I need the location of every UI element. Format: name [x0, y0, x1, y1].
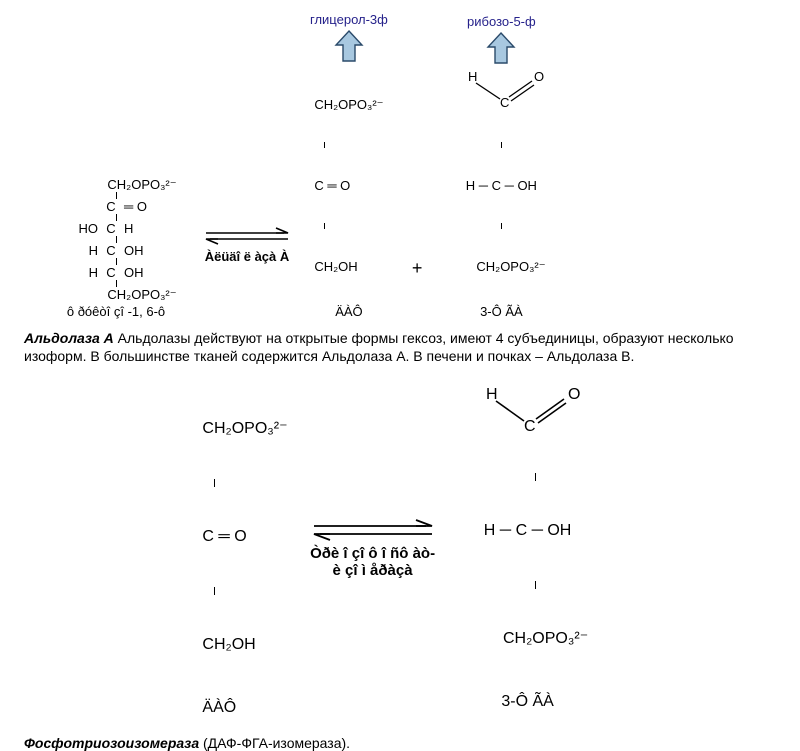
bottom-right-caption: 3-Ô ÃÀ — [501, 693, 553, 711]
equilibrium-arrow-bottom: Òðè î çî ô î ñô àò- è çî ì åðàçà — [308, 517, 438, 579]
footer-rest: (ДАФ-ФГА-изомераза). — [199, 735, 350, 751]
svg-text:C: C — [500, 95, 509, 110]
bottom-reaction: CH₂OPO₃²⁻ C ═ O CH₂OH ÄÀÔ Òðè î çî ô î ñ… — [18, 379, 782, 717]
dhap-structure: CH₂OPO₃²⁻ C ═ O CH₂OH — [314, 67, 383, 304]
atom-line: CH₂OPO₃²⁻ — [107, 177, 176, 192]
reactant-fructose16bp: CH₂OPO₃²⁻ C═ O HOCH HCOH HCOH CH₂OPO₃²⁻ … — [48, 177, 184, 319]
bottom-right-g3p: H O C H ─ C ─ OH CH₂OPO₃²⁻ 3-Ô ÃÀ — [458, 385, 598, 711]
g3p-caption: 3-Ô ÃÀ — [480, 304, 523, 319]
svg-text:O: O — [568, 386, 580, 403]
product-g3p: рибозо-5-ф H O C H ─ C ─ OH CH₂OPO₃²⁻ 3-… — [446, 14, 556, 319]
product1-heading: глицерол-3ф — [310, 12, 388, 27]
footer-lead: Фосфотриозоизомераза — [24, 735, 199, 751]
plus-sign: + — [406, 258, 429, 279]
eq-arrows-icon — [202, 225, 292, 247]
bottom-left-dhap: CH₂OPO₃²⁻ C ═ O CH₂OH ÄÀÔ — [202, 379, 287, 717]
reactant-structure: CH₂OPO₃²⁻ C═ O HOCH HCOH HCOH CH₂OPO₃²⁻ — [48, 177, 184, 302]
up-arrow-icon — [486, 31, 516, 65]
para-lead: Альдолаза А — [24, 330, 114, 346]
aldehyde-bonds-icon: H O C — [458, 385, 598, 435]
aldolase-paragraph: Альдолаза А Альдолазы действуют на откры… — [24, 329, 776, 365]
svg-text:H: H — [468, 69, 477, 84]
reactant-caption: ô ðóêòî çî -1, 6-ô — [67, 304, 165, 319]
aldehyde-bonds-icon: H O C — [446, 69, 556, 111]
up-arrow-icon — [334, 29, 364, 63]
enzyme-label-bottom: Òðè î çî ô î ñô àò- è çî ì åðàçà — [310, 545, 435, 579]
product-dhap: глицерол-3ф CH₂OPO₃²⁻ C ═ O CH₂OH ÄÀÔ — [310, 12, 388, 319]
product2-heading: рибозо-5-ф — [467, 14, 536, 29]
equilibrium-arrow-top: Àëüäî ë àçà À — [202, 225, 292, 264]
svg-text:O: O — [534, 69, 544, 84]
enzyme-label-top: Àëüäî ë àçà À — [205, 249, 290, 264]
g3p-structure: H O C H ─ C ─ OH CH₂OPO₃²⁻ — [446, 69, 556, 304]
svg-text:H: H — [486, 386, 498, 403]
eq-arrows-icon — [308, 517, 438, 543]
para-body: Альдолазы действуют на открытые формы ге… — [24, 330, 734, 364]
top-reaction: CH₂OPO₃²⁻ C═ O HOCH HCOH HCOH CH₂OPO₃²⁻ … — [18, 12, 782, 319]
bottom-left-caption: ÄÀÔ — [202, 699, 236, 717]
footer-caption: Фосфотриозоизомераза (ДАФ-ФГА-изомераза)… — [24, 735, 776, 751]
dhap-caption: ÄÀÔ — [335, 304, 362, 319]
